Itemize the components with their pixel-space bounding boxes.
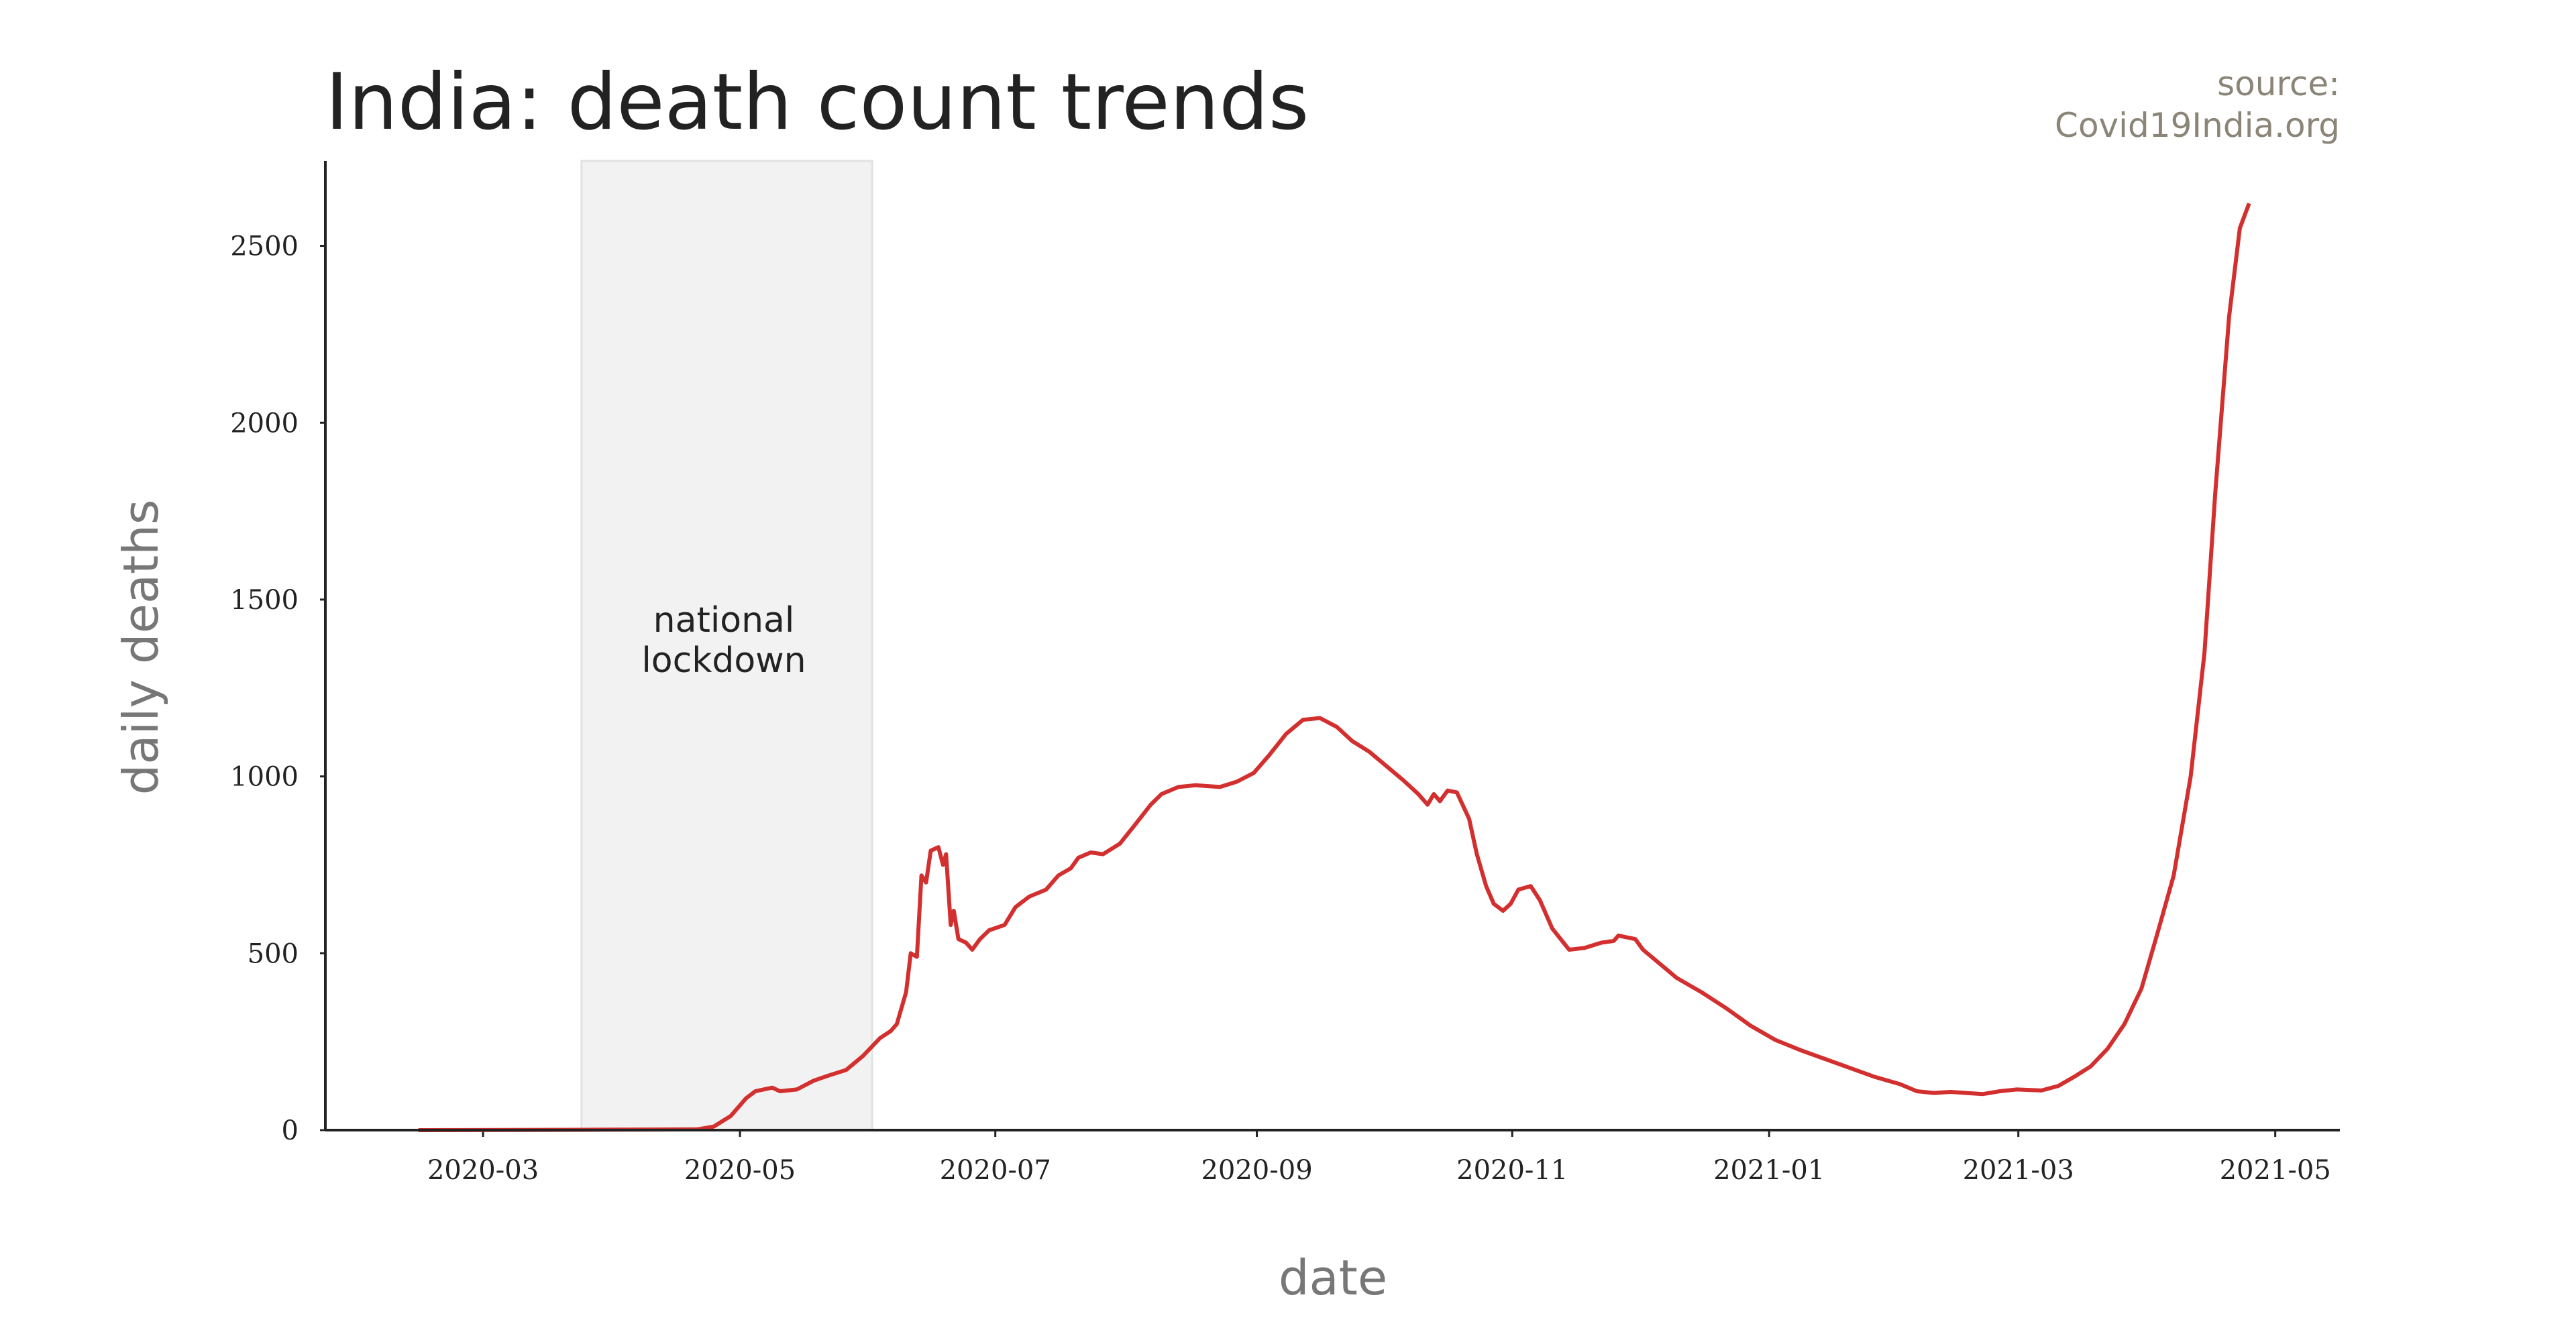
y-tick-label: 2000 — [230, 408, 299, 439]
y-tick-label: 1000 — [230, 762, 299, 793]
y-tick-label: 2500 — [230, 231, 299, 262]
source-label: source: — [2217, 64, 2340, 103]
chart-title: India: death count trends — [325, 57, 1309, 148]
x-tick-label: 2021-03 — [1963, 1155, 2074, 1186]
x-tick-label: 2020-07 — [940, 1155, 1051, 1186]
lockdown-annotation: national lockdown — [641, 600, 806, 681]
y-tick-label: 500 — [248, 938, 299, 969]
x-tick-label: 2020-11 — [1456, 1155, 1568, 1186]
y-tick-label: 0 — [282, 1115, 299, 1146]
y-axis-label: daily deaths — [113, 500, 169, 795]
x-tick-label: 2020-09 — [1201, 1155, 1312, 1186]
x-tick-label: 2021-05 — [2220, 1155, 2331, 1186]
x-tick-label: 2020-03 — [427, 1155, 539, 1186]
data-line — [418, 203, 2251, 1132]
y-tick-label: 1500 — [230, 585, 299, 616]
lockdown-span — [580, 160, 873, 1131]
x-tick-label: 2020-05 — [684, 1155, 796, 1186]
source-name: Covid19India.org — [2055, 106, 2340, 145]
x-axis-label: date — [1279, 1250, 1387, 1306]
x-tick-label: 2021-01 — [1713, 1155, 1825, 1186]
